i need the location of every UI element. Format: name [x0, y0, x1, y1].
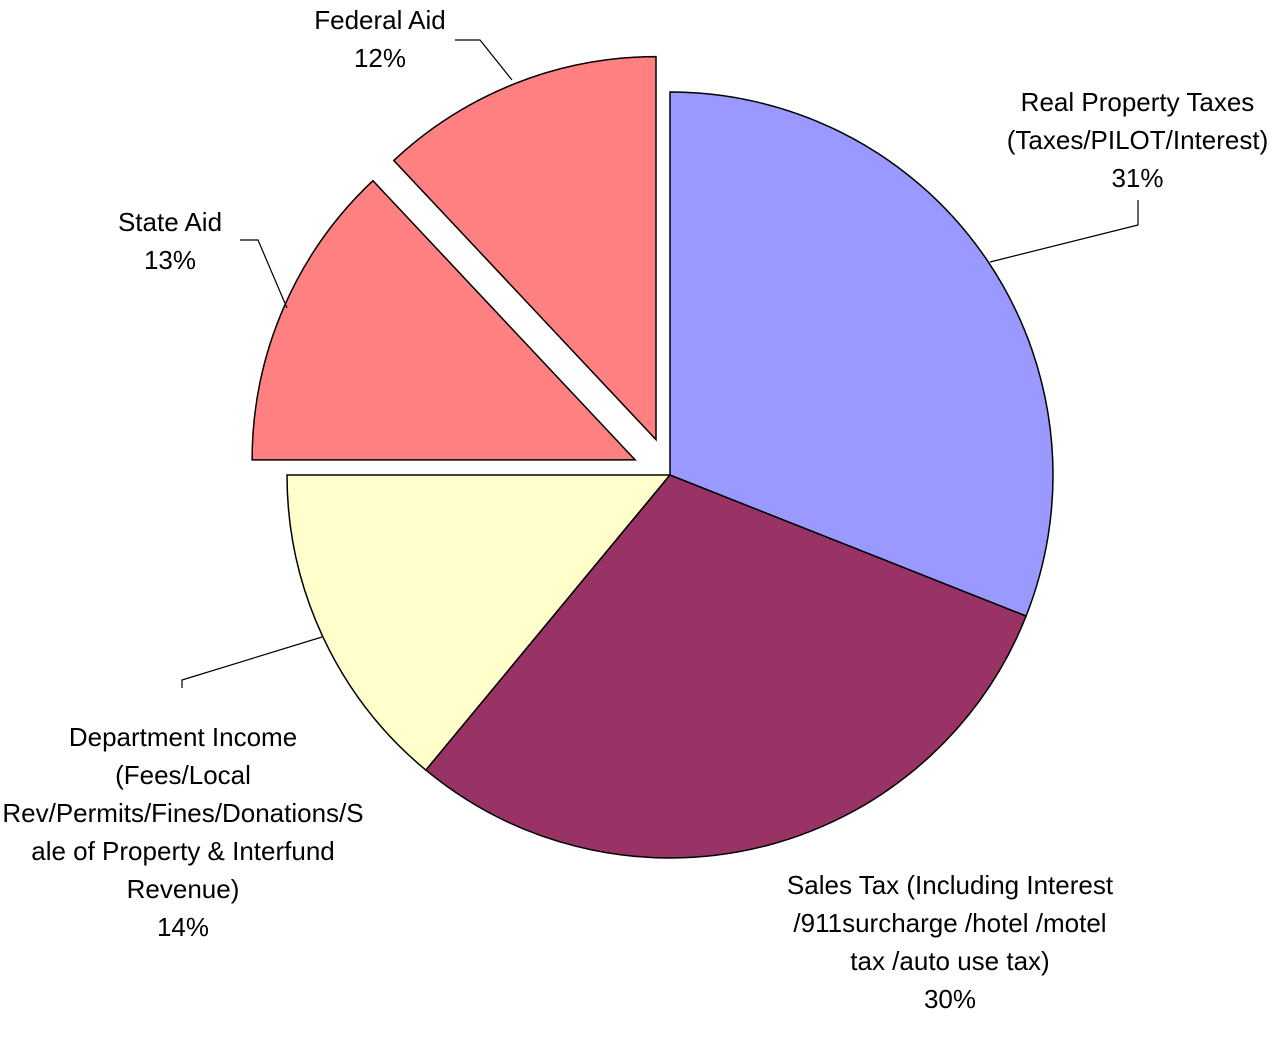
slice-label: Sales Tax (Including Interest /911surcha… [775, 866, 1125, 1018]
pie-slice [286, 474, 672, 772]
pie-slice [424, 474, 1028, 859]
leader-line [989, 200, 1139, 263]
slice-label: Real Property Taxes (Taxes/PILOT/Interes… [985, 83, 1287, 197]
value-label: 31% [1111, 163, 1164, 193]
value-label: 14% [156, 912, 210, 942]
slice-label: Federal Aid 12% [305, 1, 455, 77]
slice-label: State Aid 13% [95, 203, 245, 279]
category-label: Department Income (Fees/Local Rev/Permit… [2, 722, 364, 904]
pie-slice [669, 91, 1054, 617]
category-label: Sales Tax (Including Interest /911surcha… [786, 870, 1114, 976]
pie-slice [392, 55, 657, 442]
leader-line [455, 39, 513, 81]
value-label: 12% [353, 43, 407, 73]
pie-slice [251, 179, 637, 461]
leader-lines [181, 39, 1139, 688]
value-label: 13% [143, 245, 197, 275]
category-label: Federal Aid [314, 5, 446, 35]
leader-line [240, 239, 288, 309]
category-label: State Aid [117, 207, 223, 237]
slice-label: Department Income (Fees/Local Rev/Permit… [0, 718, 366, 946]
value-label: 30% [923, 984, 977, 1014]
category-label: Real Property Taxes (Taxes/PILOT/Interes… [1006, 87, 1269, 155]
leader-line [181, 636, 323, 688]
